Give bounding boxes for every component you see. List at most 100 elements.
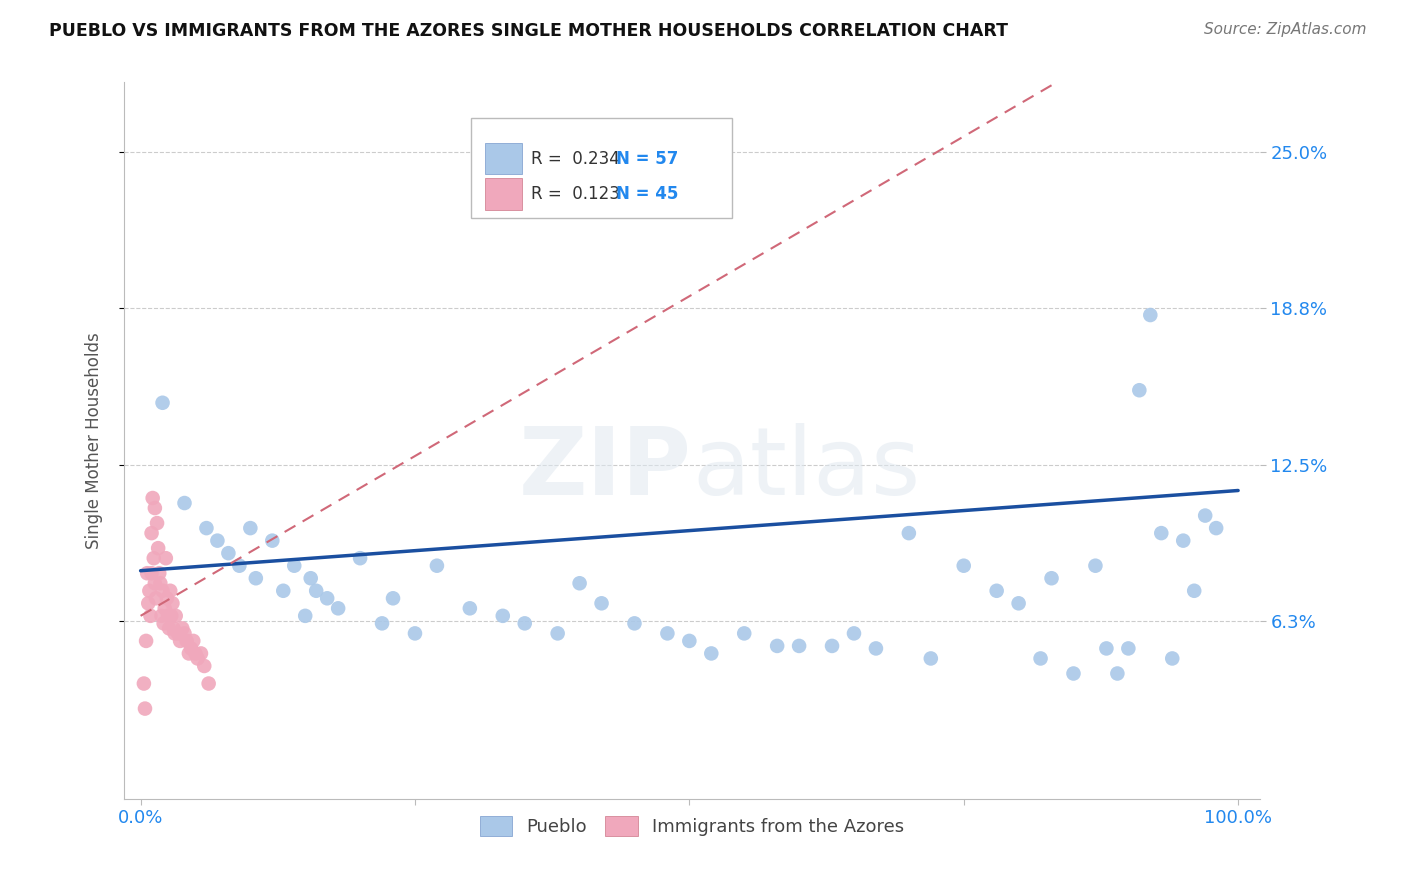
Point <box>136 596 159 610</box>
Text: PUEBLO VS IMMIGRANTS FROM THE AZORES SINGLE MOTHER HOUSEHOLDS CORRELATION CHART: PUEBLO VS IMMIGRANTS FROM THE AZORES SIN… <box>49 22 1008 40</box>
Point <box>492 608 515 623</box>
Point <box>865 641 887 656</box>
Point <box>134 701 156 715</box>
Point <box>160 608 183 623</box>
Point <box>1173 533 1195 548</box>
Point <box>513 616 536 631</box>
Point <box>152 396 174 410</box>
Point <box>404 626 426 640</box>
Point <box>1063 666 1085 681</box>
Point <box>141 566 163 581</box>
Point <box>145 591 167 606</box>
Point <box>162 621 184 635</box>
FancyBboxPatch shape <box>485 143 522 174</box>
Point <box>197 676 219 690</box>
Point <box>152 583 174 598</box>
Point <box>173 626 195 640</box>
Point <box>547 626 569 640</box>
Point <box>568 576 591 591</box>
Point <box>328 601 350 615</box>
Point <box>821 639 844 653</box>
Point <box>193 659 215 673</box>
Point <box>245 571 267 585</box>
Point <box>132 676 155 690</box>
Point <box>897 526 920 541</box>
Point <box>1095 641 1118 656</box>
Point <box>920 651 942 665</box>
Point <box>426 558 449 573</box>
Point <box>169 634 191 648</box>
Point <box>138 583 160 598</box>
Point <box>1084 558 1107 573</box>
Point <box>657 626 679 640</box>
Point <box>152 616 174 631</box>
Point <box>986 583 1008 598</box>
FancyBboxPatch shape <box>471 118 733 219</box>
Point <box>155 551 177 566</box>
Point <box>1139 308 1161 322</box>
Point <box>283 558 305 573</box>
Point <box>176 634 198 648</box>
Point <box>1150 526 1173 541</box>
Text: ZIP: ZIP <box>519 423 692 515</box>
Point <box>1161 651 1184 665</box>
Point <box>153 601 176 615</box>
Point <box>146 516 169 530</box>
Point <box>150 608 173 623</box>
Point <box>141 526 163 541</box>
Y-axis label: Single Mother Households: Single Mother Households <box>86 332 103 549</box>
Point <box>842 626 865 640</box>
Point <box>1182 583 1205 598</box>
Text: Source: ZipAtlas.com: Source: ZipAtlas.com <box>1204 22 1367 37</box>
Point <box>458 601 481 615</box>
Point <box>159 583 181 598</box>
Point <box>139 608 162 623</box>
Legend: Pueblo, Immigrants from the Azores: Pueblo, Immigrants from the Azores <box>472 809 911 844</box>
Point <box>1128 383 1150 397</box>
Point <box>157 608 180 623</box>
Text: N = 45: N = 45 <box>616 185 678 203</box>
Point <box>172 621 194 635</box>
Point <box>1107 666 1129 681</box>
Point <box>1029 651 1052 665</box>
Point <box>167 626 190 640</box>
Point <box>173 496 195 510</box>
Point <box>162 596 184 610</box>
Point <box>1040 571 1063 585</box>
Point <box>142 491 165 505</box>
Point <box>207 533 229 548</box>
Point <box>187 651 209 665</box>
Point <box>1007 596 1029 610</box>
Point <box>135 634 157 648</box>
Point <box>349 551 371 566</box>
Point <box>143 501 166 516</box>
Point <box>163 626 186 640</box>
Text: R =  0.234: R = 0.234 <box>531 150 636 168</box>
Point <box>623 616 645 631</box>
Point <box>142 551 165 566</box>
Point <box>271 583 294 598</box>
Point <box>228 558 250 573</box>
Point <box>382 591 405 606</box>
Point <box>148 566 170 581</box>
Point <box>262 533 284 548</box>
Point <box>156 591 179 606</box>
Point <box>239 521 262 535</box>
Point <box>733 626 755 640</box>
FancyBboxPatch shape <box>485 178 522 210</box>
Point <box>1205 521 1227 535</box>
Point <box>678 634 700 648</box>
Point <box>190 647 212 661</box>
Point <box>136 566 159 581</box>
Point <box>294 608 316 623</box>
Point <box>180 641 202 656</box>
Point <box>146 541 169 556</box>
Text: R =  0.123: R = 0.123 <box>531 185 636 203</box>
Point <box>787 639 810 653</box>
Point <box>299 571 322 585</box>
Point <box>591 596 613 610</box>
Point <box>184 647 207 661</box>
Text: atlas: atlas <box>692 423 921 515</box>
Point <box>371 616 394 631</box>
Point <box>143 576 166 591</box>
